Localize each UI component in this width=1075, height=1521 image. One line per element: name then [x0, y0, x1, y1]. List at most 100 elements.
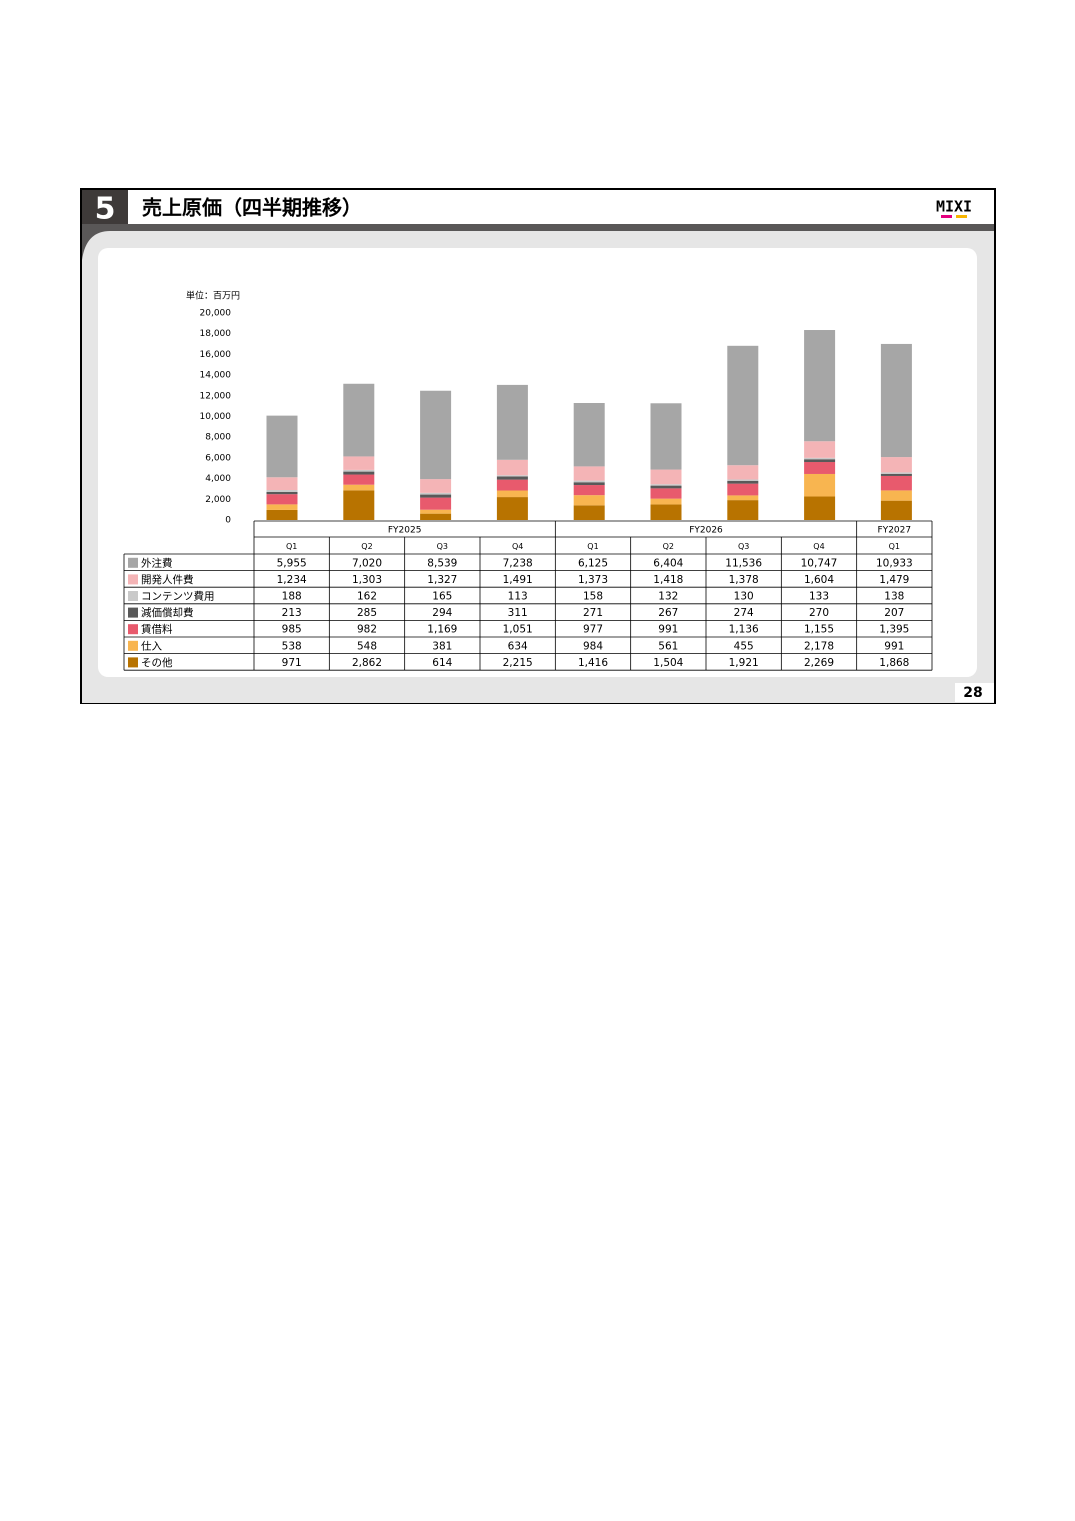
- table-value: 274: [734, 607, 754, 619]
- table-value: 5,955: [277, 557, 307, 569]
- legend-swatch: [128, 657, 138, 668]
- bar-segment: [343, 490, 375, 520]
- section-block: [82, 190, 128, 226]
- table-value: 270: [809, 607, 829, 619]
- bar-segment: [266, 477, 298, 491]
- bar-segment: [573, 480, 605, 483]
- table-value: 130: [734, 591, 754, 603]
- table-value: 7,020: [352, 557, 382, 569]
- legend-swatch: [128, 607, 138, 618]
- table-value: 138: [884, 591, 904, 603]
- table-value: 8,539: [427, 557, 457, 569]
- table-value: 1,234: [277, 574, 307, 586]
- bar-segment: [650, 485, 682, 489]
- table-value: 285: [357, 607, 377, 619]
- bar-segment: [266, 491, 298, 495]
- table-value: 311: [508, 607, 528, 619]
- bar-segment: [496, 384, 528, 460]
- y-tick-label: 2,000: [205, 495, 231, 505]
- bar-segment: [420, 494, 452, 498]
- bar-segment: [573, 505, 605, 520]
- bar-segment: [880, 343, 912, 458]
- x-tick-label: Q3: [738, 542, 749, 551]
- legend-label: その他: [141, 656, 173, 669]
- y-tick-label: 18,000: [200, 329, 232, 339]
- legend-swatch: [128, 574, 138, 585]
- bar-segment: [727, 500, 759, 520]
- table-value: 2,178: [804, 640, 834, 652]
- table-value: 971: [282, 657, 302, 669]
- table-value: 1,416: [578, 657, 608, 669]
- legend-label: コンテンツ費用: [141, 590, 215, 603]
- table-value: 1,303: [352, 574, 382, 586]
- table-value: 1,504: [653, 657, 683, 669]
- bar-segment: [496, 475, 528, 477]
- table-value: 1,868: [879, 657, 909, 669]
- table-value: 188: [282, 591, 302, 603]
- bar-segment: [880, 457, 912, 473]
- legend-swatch: [128, 640, 138, 651]
- x-tick-label: Q2: [663, 542, 674, 551]
- bar-segment: [727, 483, 759, 496]
- table-value: 7,238: [503, 557, 533, 569]
- x-tick-label: Q3: [437, 542, 448, 551]
- table-value: 2,862: [352, 657, 382, 669]
- legend-label: 賃借料: [141, 623, 173, 636]
- table-value: 991: [658, 624, 678, 636]
- table-value: 165: [432, 591, 452, 603]
- unit-label: 単位：百万円: [186, 290, 240, 302]
- table-value: 213: [282, 607, 302, 619]
- table-value: 1,169: [427, 624, 457, 636]
- bar-segment: [880, 500, 912, 520]
- table-value: 113: [508, 591, 528, 603]
- y-tick-label: 10,000: [200, 412, 232, 422]
- bar-segment: [343, 469, 375, 472]
- table-value: 207: [884, 607, 904, 619]
- bar-segment: [420, 497, 452, 510]
- bar-segment: [343, 456, 375, 470]
- bar-segment: [343, 484, 375, 491]
- y-tick-label: 16,000: [200, 350, 232, 360]
- section-number: 5: [95, 192, 116, 227]
- bar-segment: [420, 390, 452, 480]
- table-value: 132: [658, 591, 678, 603]
- bar-segment: [496, 479, 528, 491]
- header-bg: [82, 190, 994, 226]
- bar-segment: [496, 476, 528, 480]
- table-value: 985: [282, 624, 302, 636]
- bar-segment: [420, 479, 452, 493]
- y-tick-label: 8,000: [205, 433, 231, 443]
- logo: MIXI: [936, 198, 972, 216]
- bar-segment: [573, 403, 605, 467]
- table-value: 381: [432, 640, 452, 652]
- y-tick-label: 4,000: [205, 474, 231, 484]
- x-tick-label: Q1: [587, 542, 598, 551]
- chart-title: 売上原価（四半期推移）: [142, 196, 362, 220]
- x-tick-label: Q4: [813, 542, 824, 551]
- header-rule: [82, 226, 994, 260]
- table-value: 1,155: [804, 624, 834, 636]
- legend-label: 減価償却費: [141, 606, 194, 619]
- bar-segment: [727, 345, 759, 466]
- legend-swatch: [128, 557, 138, 568]
- bar-segment: [420, 509, 452, 514]
- group-label: FY2026: [689, 526, 723, 536]
- bar-segment: [727, 480, 759, 484]
- bar-segment: [650, 403, 682, 470]
- table-value: 538: [282, 640, 302, 652]
- bar-segment: [804, 457, 836, 460]
- bar-segment: [420, 492, 452, 495]
- bar-segment: [496, 490, 528, 498]
- table-value: 455: [734, 640, 754, 652]
- logo-bar: [956, 215, 967, 218]
- y-tick-label: 14,000: [200, 371, 232, 381]
- bar-segment: [727, 465, 759, 480]
- y-tick-label: 6,000: [205, 453, 231, 463]
- table-value: 977: [583, 624, 603, 636]
- table-value: 614: [432, 657, 452, 669]
- bar-segment: [727, 479, 759, 481]
- table-value: 162: [357, 591, 377, 603]
- bar-segment: [266, 509, 298, 520]
- y-tick-label: 20,000: [200, 309, 232, 319]
